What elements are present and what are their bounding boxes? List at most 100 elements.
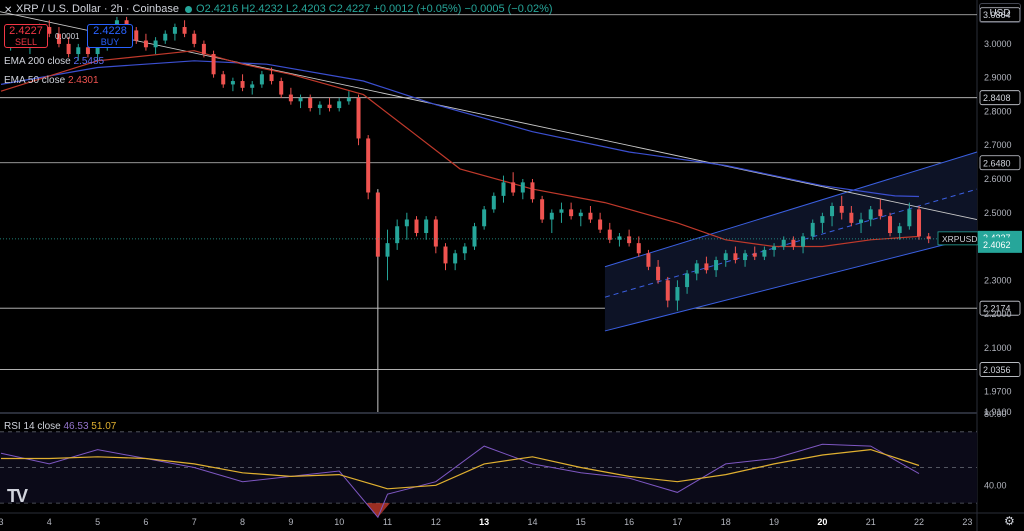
currency-button[interactable]: USD <box>979 3 1021 23</box>
candle-body <box>888 216 893 234</box>
candle-body <box>472 226 477 247</box>
buy-button[interactable]: 2.4228 BUY <box>87 24 133 48</box>
candle-body <box>240 81 245 88</box>
price-tick-label: 2.6000 <box>984 174 1012 184</box>
date-tick-label: 14 <box>527 517 537 527</box>
candle-body <box>926 236 931 239</box>
price-tick-label: 1.9100 <box>984 407 1012 417</box>
date-tick-label: 20 <box>817 517 827 527</box>
price-tick-label: 2.9000 <box>984 73 1012 83</box>
candle-body <box>917 209 922 237</box>
channel-fill <box>604 151 977 331</box>
date-tick-label: 18 <box>721 517 731 527</box>
rsi-legend[interactable]: RSI 14 close 46.53 51.07 <box>4 421 116 432</box>
level-tag-box <box>979 362 1021 377</box>
level-tag: 2.8408 <box>983 93 1011 103</box>
level-tag-box <box>979 155 1021 171</box>
level-tag: 2.6480 <box>983 158 1011 168</box>
candle-body <box>482 209 487 227</box>
candle-body <box>279 81 284 95</box>
market-status-icon <box>185 5 193 13</box>
candle-body <box>830 206 835 217</box>
candle-body <box>453 253 458 264</box>
candle-body <box>607 229 612 240</box>
candle-body <box>859 219 864 223</box>
candle-body <box>839 206 844 213</box>
price-tag: 2.4062 <box>983 240 1011 250</box>
ema200-line <box>0 60 920 198</box>
candle-body <box>559 209 564 213</box>
rsi-tick-label: 40.00 <box>984 480 1007 490</box>
candle-body <box>762 249 767 257</box>
candle-body <box>462 246 467 254</box>
candle-body <box>47 27 52 34</box>
gear-icon[interactable]: ⚙ <box>1004 514 1015 528</box>
candle-body <box>433 219 438 247</box>
candle-body <box>346 97 351 102</box>
candle-body <box>85 47 90 55</box>
candle-body <box>723 253 728 261</box>
ema50-value: 2.4301 <box>67 75 99 86</box>
date-tick-label: 11 <box>383 517 392 527</box>
candle-body <box>250 84 255 88</box>
candle-body <box>366 138 371 193</box>
candle-body <box>424 219 429 234</box>
candle-body <box>520 182 525 193</box>
candle-body <box>627 236 632 244</box>
candle-body <box>569 209 574 217</box>
candle-body <box>230 81 235 85</box>
candle-body <box>201 43 206 55</box>
date-tick-label: 10 <box>334 517 344 527</box>
sell-button[interactable]: 2.4227 SELL <box>4 24 48 48</box>
close-icon[interactable]: ✕ <box>4 5 13 16</box>
rsi-ma-line <box>1 448 920 490</box>
candle-body <box>772 246 777 250</box>
date-tick-label: 21 <box>866 517 876 527</box>
candle-body <box>153 40 158 48</box>
candle-body <box>820 216 825 223</box>
price-tick-label: 2.2000 <box>984 309 1012 319</box>
descending-trendline[interactable] <box>0 7 978 220</box>
candle-body <box>414 219 419 234</box>
candle-body <box>95 47 100 55</box>
candle-body <box>549 212 554 220</box>
date-tick-label: 6 <box>143 517 148 527</box>
channel-upper-line[interactable] <box>604 151 978 268</box>
candle-body <box>288 94 293 102</box>
price-tick-label: 1.9700 <box>984 387 1012 397</box>
candle-body <box>801 236 806 247</box>
price-tick-label: 2.8000 <box>984 106 1012 116</box>
price-tick-label: 3.0000 <box>984 39 1012 49</box>
candle-body <box>897 226 902 234</box>
candle-body <box>298 97 303 102</box>
date-tick-label: 17 <box>672 517 682 527</box>
rsi-ma-value: 51.07 <box>91 421 117 432</box>
chart-header: XRP / U.S. Dollar · 2h · Coinbase O2.4216… <box>16 3 553 15</box>
spread-value: 0.0001 <box>55 32 80 41</box>
candle-body <box>385 243 390 257</box>
rsi-tick-label: 80.00 <box>984 409 1007 419</box>
candle-body <box>211 54 216 75</box>
price-tick-label: 2.3000 <box>984 275 1012 285</box>
candle-body <box>337 101 342 109</box>
symbol-title[interactable]: XRP / U.S. Dollar · 2h · Coinbase <box>16 3 180 15</box>
date-tick-label: 23 <box>962 517 972 527</box>
level-tag-box <box>979 90 1021 106</box>
ema200-legend[interactable]: EMA 200 close 2.5485 <box>4 56 104 67</box>
channel-lower-line[interactable] <box>604 235 978 332</box>
channel-mid-line[interactable] <box>604 188 978 298</box>
candle-body <box>404 219 409 227</box>
candle-body <box>76 47 81 55</box>
ema50-legend[interactable]: EMA 50 close 2.4301 <box>4 75 99 86</box>
candle-body <box>636 243 641 254</box>
candle-body <box>685 273 690 288</box>
symbol-tag: XRPUSD <box>942 234 977 244</box>
candle-body <box>66 43 71 55</box>
candle-body <box>172 27 177 34</box>
sell-price: 2.4227 <box>9 25 43 37</box>
date-tick-label: 12 <box>431 517 441 527</box>
candle-body <box>704 263 709 271</box>
price-tag-box <box>978 237 1022 252</box>
candle-body <box>694 263 699 274</box>
